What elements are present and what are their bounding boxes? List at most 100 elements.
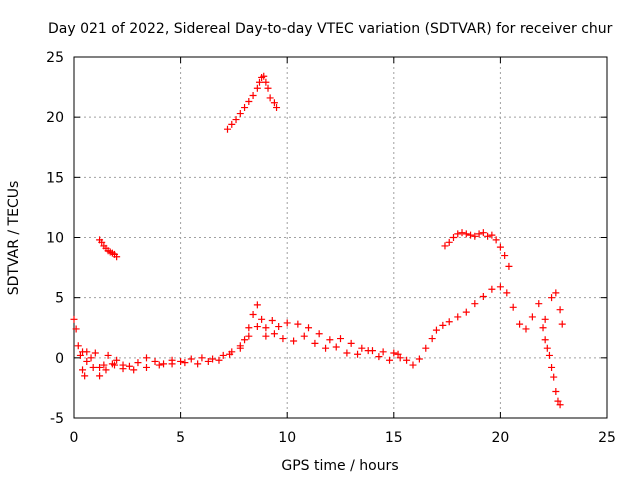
- x-tick-label: 25: [598, 430, 616, 446]
- data-point: [554, 397, 562, 405]
- data-point: [471, 300, 479, 308]
- data-point: [125, 362, 133, 370]
- data-point: [462, 308, 470, 316]
- data-point: [255, 78, 263, 86]
- data-point: [236, 342, 244, 350]
- data-point: [260, 72, 268, 80]
- data-point: [236, 110, 244, 118]
- data-point: [509, 303, 517, 311]
- x-axis-title: GPS time / hours: [281, 458, 398, 474]
- data-point: [454, 230, 462, 238]
- data-point: [409, 361, 417, 369]
- data-point: [492, 236, 500, 244]
- data-point: [535, 300, 543, 308]
- data-point: [484, 232, 492, 240]
- data-point: [87, 354, 95, 362]
- data-point: [441, 242, 449, 250]
- data-point: [479, 229, 487, 237]
- data-point: [541, 336, 549, 344]
- data-point: [89, 363, 97, 371]
- data-point: [96, 372, 104, 380]
- series-high-arc: [224, 72, 281, 133]
- data-point: [181, 359, 189, 367]
- data-point: [428, 335, 436, 343]
- data-point: [390, 349, 398, 357]
- data-point: [111, 361, 119, 369]
- data-point: [516, 320, 524, 328]
- data-point: [98, 238, 106, 246]
- data-point: [375, 353, 383, 361]
- y-axis-ticks: -5 0 5 10 15 20 25: [46, 50, 607, 427]
- x-tick-label: 15: [385, 430, 403, 446]
- data-point: [253, 301, 261, 309]
- data-point: [198, 354, 206, 362]
- y-tick-label: 20: [46, 110, 64, 126]
- data-point: [322, 344, 330, 352]
- data-point: [432, 326, 440, 334]
- data-point: [479, 292, 487, 300]
- data-point: [379, 348, 387, 356]
- data-point: [262, 324, 270, 332]
- series-lower-band: [79, 323, 402, 380]
- data-point: [300, 332, 308, 340]
- data-point: [283, 319, 291, 327]
- data-point: [541, 315, 549, 323]
- data-point: [76, 351, 84, 359]
- data-points: [70, 72, 566, 409]
- data-point: [232, 116, 240, 124]
- data-point: [102, 366, 110, 374]
- data-point: [558, 320, 566, 328]
- x-axis-ticks: 0 5 10 15 20 25: [70, 57, 616, 446]
- data-point: [268, 317, 276, 325]
- series-drop-tail: [539, 324, 564, 409]
- data-point: [475, 230, 483, 238]
- data-point: [262, 78, 270, 86]
- y-tick-label: -5: [50, 411, 64, 427]
- data-point: [100, 361, 108, 369]
- data-point: [241, 104, 249, 112]
- data-point: [358, 344, 366, 352]
- data-point: [113, 356, 121, 364]
- data-point: [394, 350, 402, 358]
- data-point: [543, 344, 551, 352]
- data-point: [245, 324, 253, 332]
- data-point: [275, 323, 283, 331]
- data-point: [155, 361, 163, 369]
- data-point: [253, 84, 261, 92]
- data-point: [294, 320, 302, 328]
- data-point: [134, 359, 142, 367]
- series-upper-right-segment: [441, 229, 513, 270]
- data-point: [326, 336, 334, 344]
- data-point: [550, 373, 558, 381]
- data-point: [449, 234, 457, 241]
- grid-lines: [74, 57, 607, 418]
- chart-title: Day 021 of 2022, Sidereal Day-to-day VTE…: [48, 21, 613, 37]
- data-point: [337, 335, 344, 343]
- data-point: [458, 229, 466, 237]
- data-point: [177, 357, 185, 365]
- data-point: [266, 94, 274, 102]
- x-tick-label: 20: [491, 430, 509, 446]
- data-point: [258, 315, 266, 323]
- data-point: [548, 363, 556, 371]
- y-tick-label: 10: [46, 231, 64, 247]
- data-point: [315, 330, 323, 338]
- data-point: [415, 355, 423, 363]
- data-point: [290, 337, 298, 345]
- data-point: [160, 360, 168, 368]
- data-point: [70, 315, 78, 323]
- data-point: [245, 98, 253, 106]
- data-point: [249, 311, 257, 319]
- data-point: [445, 318, 453, 326]
- data-point: [545, 351, 553, 359]
- data-point: [552, 289, 560, 297]
- data-point: [552, 388, 560, 396]
- data-point: [471, 232, 479, 240]
- data-point: [403, 356, 411, 364]
- data-point: [488, 231, 496, 239]
- data-point: [488, 285, 496, 293]
- data-point: [204, 357, 212, 365]
- data-point: [209, 355, 217, 363]
- data-point: [539, 324, 547, 332]
- data-point: [119, 365, 127, 373]
